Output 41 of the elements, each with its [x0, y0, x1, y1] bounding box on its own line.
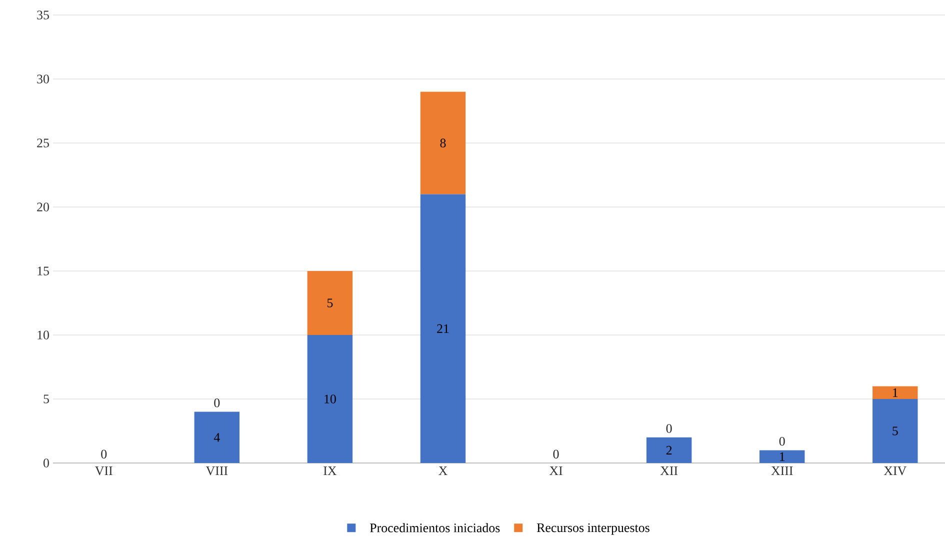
- data-label: 0: [666, 424, 672, 433]
- x-tick-label: XII: [660, 466, 678, 475]
- bar: [872, 386, 918, 399]
- data-label: 10: [324, 394, 336, 404]
- bar: [307, 335, 353, 463]
- data-label: 4: [214, 433, 220, 442]
- data-label: 0: [553, 450, 559, 458]
- bar: [420, 194, 466, 463]
- data-label: 5: [327, 298, 333, 308]
- data-label: 5: [892, 426, 898, 436]
- data-label: 0: [779, 436, 785, 446]
- legend-label: Procedimientos iniciados: [370, 523, 500, 532]
- x-tick-label: VII: [95, 466, 112, 476]
- x-tick-label: X: [438, 466, 448, 475]
- x-tick-label: XIII: [771, 466, 793, 475]
- data-label: 21: [437, 324, 449, 333]
- bar: [759, 450, 805, 463]
- y-tick-label: 20: [37, 202, 49, 212]
- data-label: 1: [893, 388, 898, 397]
- y-tick-label: 15: [38, 266, 49, 276]
- legend-label: Recursos interpuestos: [536, 523, 650, 535]
- data-label: 8: [440, 138, 446, 148]
- x-tick-label: VIII: [206, 466, 228, 476]
- bar: [646, 437, 692, 463]
- y-tick-label: 30: [37, 74, 49, 84]
- y-tick-label: 25: [37, 138, 49, 148]
- y-tick-label: 35: [37, 10, 49, 20]
- bar: [194, 412, 240, 463]
- x-tick-label: XIV: [884, 466, 906, 476]
- data-label: 0: [214, 398, 220, 408]
- bar: [307, 271, 353, 335]
- y-tick-label: 0: [44, 458, 49, 468]
- x-tick-label: IX: [324, 466, 337, 475]
- bar: [872, 399, 918, 463]
- data-label: 1: [780, 452, 785, 461]
- y-tick-label: 5: [44, 394, 49, 404]
- data-label: 0: [101, 450, 107, 458]
- bar: [420, 92, 466, 194]
- y-tick-label: 10: [38, 330, 49, 340]
- x-tick-label: XI: [549, 466, 562, 475]
- data-label: 2: [666, 446, 672, 454]
